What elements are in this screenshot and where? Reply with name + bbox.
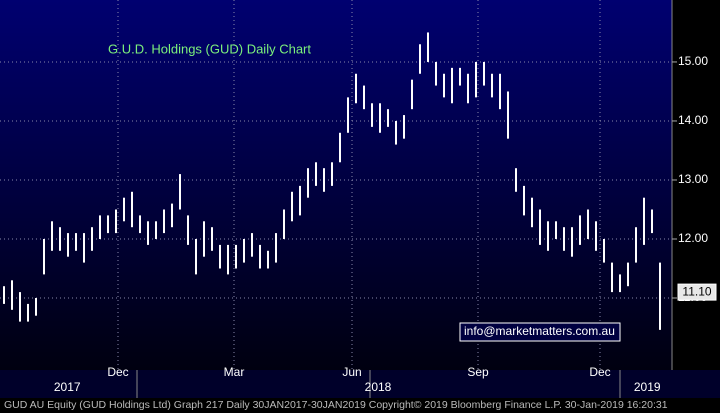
grid (0, 0, 672, 370)
year-label: 2019 (634, 380, 661, 394)
x-tick-label: Sep (467, 365, 489, 379)
footer: GUD AU Equity (GUD Holdings Ltd) Graph 2… (4, 399, 668, 411)
x-tick-label: Mar (224, 365, 245, 379)
x-tick-label: Jun (342, 365, 361, 379)
last-price-box (677, 283, 717, 301)
year-label: 2017 (54, 380, 81, 394)
y-tick-label: 12.00 (678, 231, 708, 245)
x-tick-label: Dec (107, 365, 128, 379)
y-tick-label: 15.00 (678, 54, 708, 68)
axis-background (672, 0, 720, 370)
y-tick-label: 13.00 (678, 172, 708, 186)
y-tick-label: 14.00 (678, 113, 708, 127)
annotation-box (459, 322, 621, 342)
marks (3, 32, 661, 330)
annotation: info@marketmatters.com.au (464, 324, 615, 338)
x-tick-label: Dec (589, 365, 610, 379)
chart-title: G.U.D. Holdings (GUD) Daily Chart (108, 41, 311, 56)
plot-background (0, 0, 672, 370)
last-price-label: 11.10 (682, 284, 711, 298)
x-axis-background (0, 370, 720, 398)
year-label: 2018 (365, 380, 392, 394)
